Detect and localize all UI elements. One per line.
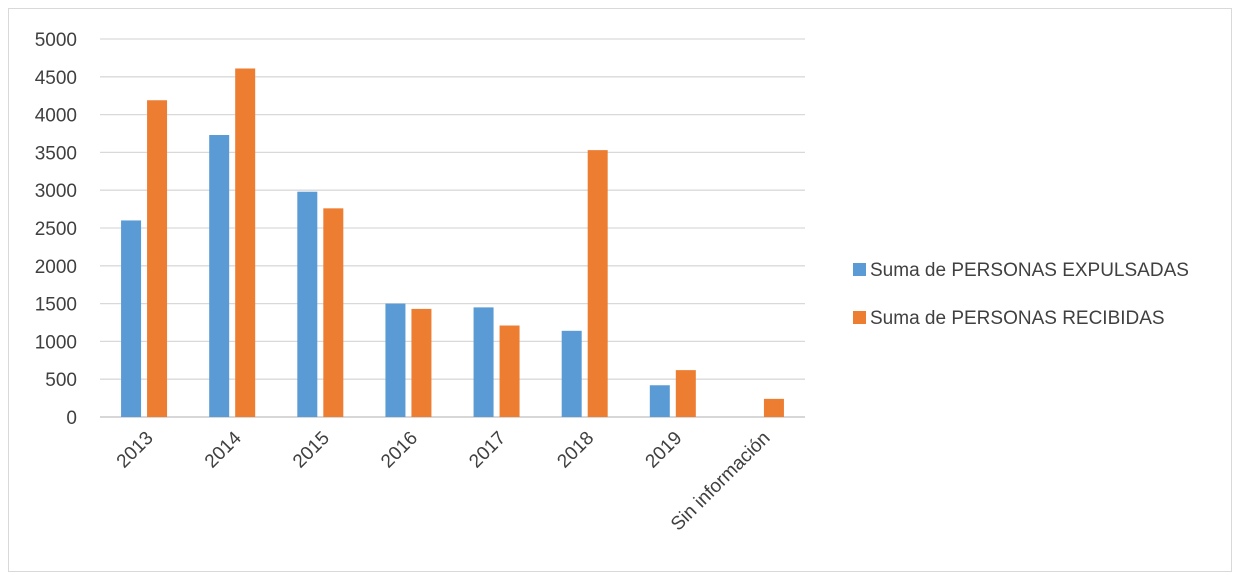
gridlines — [100, 38, 805, 418]
bar-expulsadas-0 — [121, 220, 142, 417]
x-tick-label: 2019 — [642, 428, 687, 473]
y-tick-label: 2500 — [35, 219, 77, 240]
y-tick-label: 3000 — [35, 181, 77, 202]
x-tick-label: 2016 — [377, 428, 422, 473]
bars — [121, 68, 784, 418]
bar-expulsadas-6 — [649, 385, 670, 417]
y-tick-label: 2000 — [35, 257, 77, 278]
y-tick-label: 3500 — [35, 143, 77, 164]
bar-recibidas-6 — [675, 370, 696, 417]
x-tick-label: 2017 — [465, 428, 510, 473]
y-tick-label: 5000 — [35, 30, 77, 51]
bar-recibidas-0 — [147, 100, 168, 418]
bar-expulsadas-2 — [297, 191, 318, 417]
bar-expulsadas-1 — [209, 135, 230, 417]
legend-swatch — [853, 311, 866, 324]
legend-label: Suma de PERSONAS RECIBIDAS — [870, 308, 1165, 329]
x-tick-label: 2018 — [553, 428, 598, 473]
y-tick-label: 500 — [45, 370, 77, 391]
legend: Suma de PERSONAS EXPULSADAS Suma de PERSO… — [853, 260, 1189, 329]
bar-recibidas-1 — [235, 68, 256, 417]
bar-recibidas-4 — [499, 325, 520, 417]
y-tick-label: 4000 — [35, 106, 77, 127]
x-tick-label: 2014 — [201, 427, 246, 472]
x-tick-label: 2013 — [113, 428, 158, 473]
bar-recibidas-5 — [587, 150, 608, 417]
bar-expulsadas-5 — [561, 330, 582, 417]
bar-expulsadas-4 — [473, 307, 494, 417]
y-tick-label: 0 — [66, 408, 77, 429]
y-tick-label: 1000 — [35, 332, 77, 353]
bar-recibidas-7 — [763, 398, 784, 417]
bar-expulsadas-3 — [385, 303, 406, 417]
y-tick-label: 1500 — [35, 295, 77, 316]
bar-recibidas-3 — [411, 308, 432, 417]
legend-swatch — [853, 263, 866, 276]
bar-recibidas-2 — [323, 208, 344, 417]
legend-label: Suma de PERSONAS EXPULSADAS — [870, 260, 1189, 281]
y-axis-ticks: 0 500 1000 1500 2000 2500 3000 3500 4000 4500 5000 — [35, 30, 77, 429]
y-tick-label: 4500 — [35, 68, 77, 89]
x-tick-label: 2015 — [289, 428, 334, 473]
